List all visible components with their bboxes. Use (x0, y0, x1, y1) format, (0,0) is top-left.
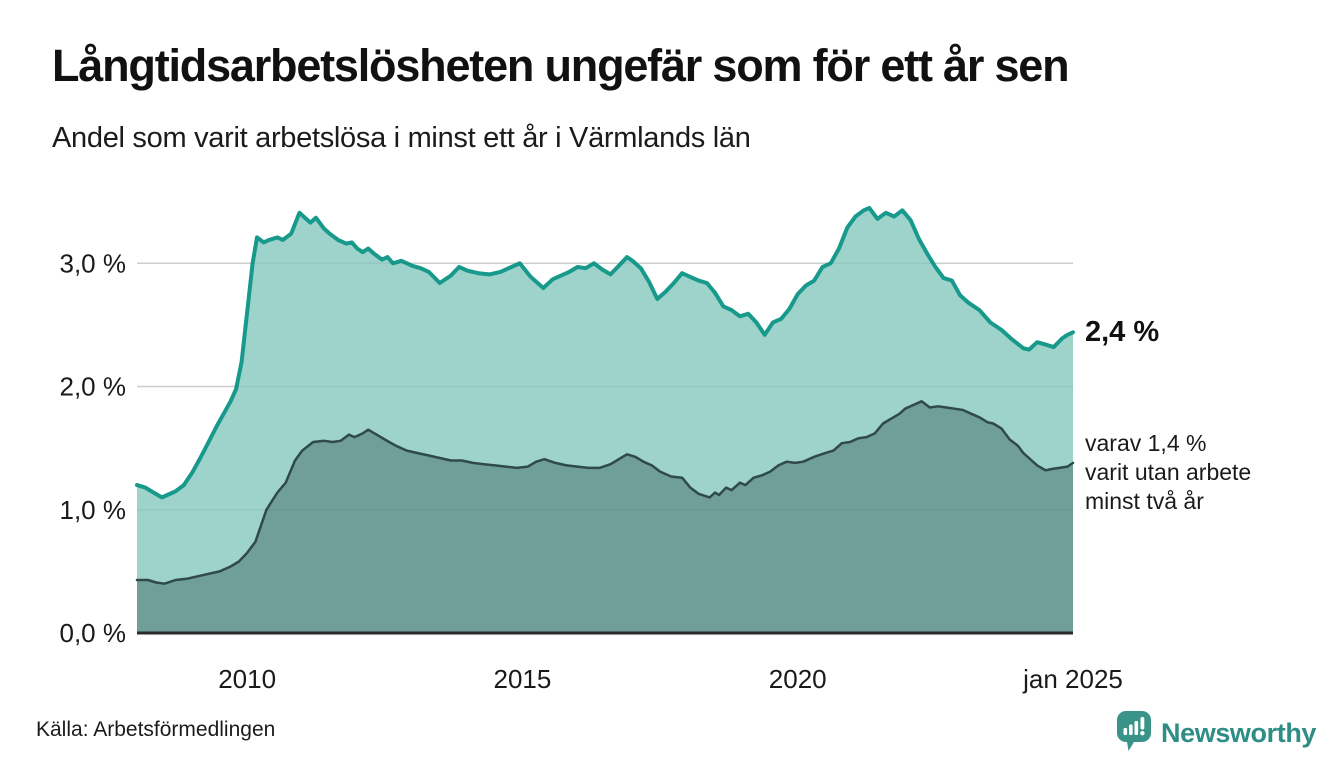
minst-ett-ar-line (135, 205, 1075, 500)
newsworthy-logo[interactable]: Newsworthy (1116, 710, 1316, 756)
secondary-annotation-line: varav 1,4 % (1085, 430, 1207, 456)
newsworthy-wordmark: Newsworthy (1161, 717, 1317, 748)
secondary-annotation: varav 1,4 % varit utan arbete minst två … (1085, 429, 1251, 516)
x-axis-tick-label: 2010 (218, 664, 276, 694)
y-axis-tick-label: 3,0 % (60, 248, 127, 278)
newsworthy-icon (1117, 711, 1151, 751)
secondary-annotation-line: minst två år (1085, 488, 1204, 514)
chart-subtitle: Andel som varit arbetslösa i minst ett å… (52, 122, 751, 154)
source-caption: Källa: Arbetsförmedlingen (36, 718, 276, 741)
x-axis-tick-label: 2015 (493, 664, 551, 694)
x-axis-tick-label: 2020 (769, 664, 827, 694)
page-title: Långtidsarbetslösheten ungefär som för e… (52, 40, 1070, 91)
y-axis-tick-label: 1,0 % (60, 495, 127, 525)
secondary-annotation-line: varit utan arbete (1085, 459, 1252, 485)
minst-tva-ar-area (137, 401, 1073, 633)
minst-tva-ar-line (135, 400, 1075, 585)
x-axis-tick-label: jan 2025 (1022, 664, 1123, 694)
latest-value-label: 2,4 % (1085, 316, 1160, 348)
y-axis-tick-label: 0,0 % (60, 618, 127, 648)
y-axis-tick-label: 2,0 % (60, 372, 127, 402)
